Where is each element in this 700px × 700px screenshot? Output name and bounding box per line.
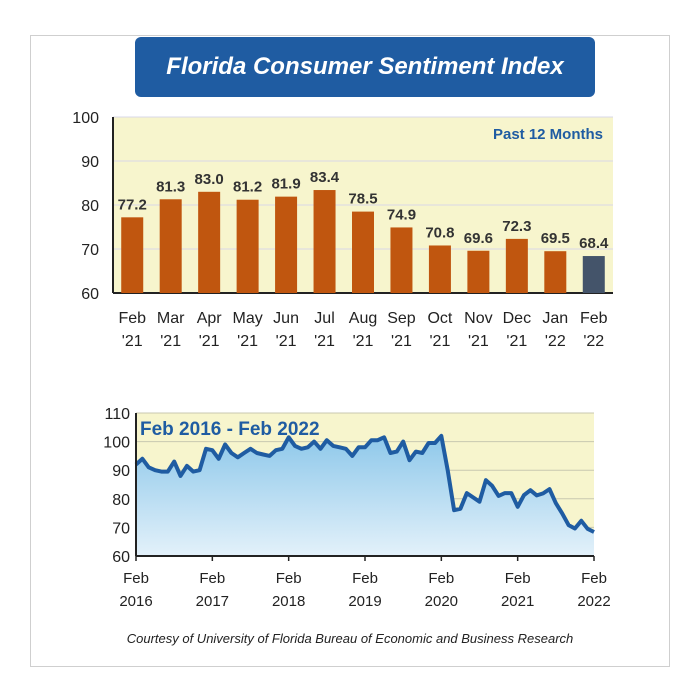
y-tick-label: 70	[81, 242, 99, 259]
data-label: 69.5	[541, 230, 570, 247]
bar	[313, 190, 336, 293]
bar	[159, 199, 182, 293]
x-tick-label: 2021	[501, 593, 534, 610]
x-tick-label: '21	[160, 333, 181, 350]
x-tick-label: Jul	[314, 310, 334, 327]
data-label: 78.5	[348, 191, 377, 208]
bar	[390, 227, 413, 293]
data-label: 70.8	[425, 224, 454, 241]
y-tick-label: 70	[112, 520, 130, 537]
bar	[121, 217, 144, 293]
y-tick-label: 60	[81, 286, 99, 303]
data-label: 69.6	[464, 230, 493, 247]
data-label: 83.4	[310, 169, 340, 186]
chart-title-banner: Florida Consumer Sentiment Index	[135, 37, 595, 97]
frame	[30, 35, 670, 667]
x-tick-label: '21	[391, 333, 412, 350]
bar	[505, 238, 528, 293]
x-tick-label: May	[232, 310, 262, 327]
chart-title: Florida Consumer Sentiment Index	[166, 53, 564, 80]
chart-subtitle: Past 12 Months	[493, 126, 603, 143]
x-tick-label: '21	[506, 333, 527, 350]
bar	[467, 250, 490, 293]
bar	[582, 256, 605, 293]
x-tick-label: Feb	[123, 570, 149, 587]
x-tick-label: Jun	[273, 310, 299, 327]
bar	[544, 251, 567, 293]
x-tick-label: Sep	[387, 310, 416, 327]
data-label: 74.9	[387, 206, 416, 223]
data-label: 81.3	[156, 178, 185, 195]
x-tick-label: '21	[429, 333, 450, 350]
x-tick-label: '21	[314, 333, 335, 350]
x-tick-label: Jan	[542, 310, 568, 327]
y-tick-label: 80	[81, 198, 99, 215]
y-tick-label: 80	[112, 492, 130, 509]
x-tick-label: Nov	[464, 310, 492, 327]
x-tick-label: '21	[237, 333, 258, 350]
y-tick-label: 100	[72, 110, 99, 127]
x-tick-label: Feb	[428, 570, 454, 587]
x-tick-label: Feb	[580, 310, 608, 327]
x-tick-label: Apr	[197, 310, 223, 327]
x-tick-label: Dec	[503, 310, 531, 327]
x-tick-label: '21	[199, 333, 220, 350]
y-tick-label: 110	[104, 406, 130, 423]
data-label: 68.4	[579, 235, 609, 252]
bar	[352, 211, 374, 293]
bar	[198, 191, 221, 293]
x-tick-label: Feb	[199, 570, 225, 587]
x-tick-label: Feb	[352, 570, 378, 587]
y-tick-label: 90	[81, 154, 99, 171]
y-tick-label: 60	[112, 549, 130, 566]
x-tick-label: Mar	[157, 310, 185, 327]
data-label: 81.2	[233, 179, 262, 196]
x-tick-label: 2018	[272, 593, 305, 610]
bar	[236, 199, 259, 293]
x-tick-label: '22	[545, 333, 566, 350]
x-tick-label: Aug	[349, 310, 377, 327]
x-tick-label: 2016	[119, 593, 152, 610]
x-tick-label: '21	[353, 333, 374, 350]
y-tick-label: 90	[112, 463, 130, 480]
footer-credit: Courtesy of University of Florida Bureau…	[126, 631, 574, 646]
data-label: 83.0	[195, 171, 224, 188]
x-tick-label: 2019	[348, 593, 381, 610]
area-fill	[136, 435, 594, 556]
x-tick-label: Oct	[427, 310, 452, 327]
y-tick-label: 100	[103, 435, 130, 452]
x-tick-label: 2020	[425, 593, 458, 610]
x-tick-label: Feb	[581, 570, 607, 587]
x-tick-label: '21	[122, 333, 143, 350]
x-tick-label: Feb	[118, 310, 146, 327]
x-tick-label: Feb	[505, 570, 531, 587]
bar	[428, 245, 451, 293]
data-label: 72.3	[502, 218, 531, 235]
series-line	[134, 433, 595, 534]
x-tick-label: Feb	[276, 570, 302, 587]
x-tick-label: '21	[468, 333, 489, 350]
x-tick-label: '22	[583, 333, 604, 350]
x-tick-label: 2022	[577, 593, 610, 610]
chart-subtitle: Feb 2016 - Feb 2022	[140, 419, 320, 440]
data-label: 81.9	[271, 176, 300, 193]
x-tick-label: 2017	[196, 593, 229, 610]
x-tick-label: '21	[276, 333, 297, 350]
data-label: 77.2	[118, 196, 147, 213]
bar	[275, 196, 298, 293]
